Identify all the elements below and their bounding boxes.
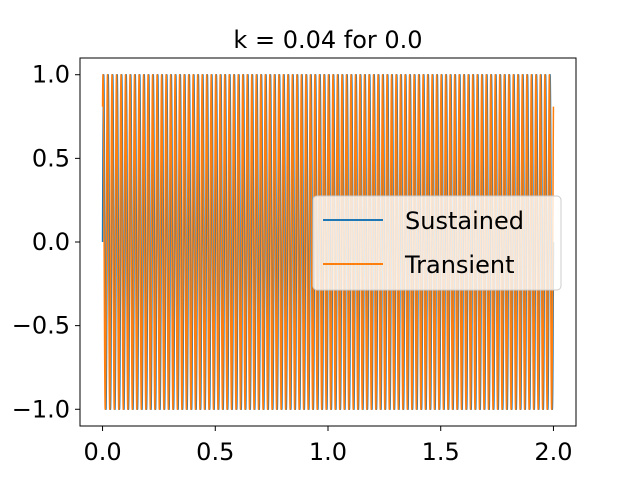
- y-tick-label: −0.5: [12, 312, 70, 340]
- x-tick-label: 0.5: [196, 438, 234, 466]
- x-tick-label: 0.0: [83, 438, 121, 466]
- axes: 0.0 0.5 1.0 1.5 2.0 −1.0 −0.5 0.0 0.5 1.0: [12, 57, 577, 466]
- chart-title: k = 0.04 for 0.0: [233, 26, 422, 54]
- legend: Sustained Transient: [312, 195, 562, 291]
- x-tick-label: 1.5: [422, 438, 460, 466]
- y-tick-label: 0.0: [32, 228, 70, 256]
- x-tick-label: 1.0: [309, 438, 347, 466]
- x-tick-label: 2.0: [534, 438, 572, 466]
- y-tick-label: 1.0: [32, 61, 70, 89]
- y-tick-label: −1.0: [12, 395, 70, 423]
- legend-label-sustained: Sustained: [405, 207, 524, 235]
- legend-label-transient: Transient: [404, 251, 514, 279]
- y-tick-label: 0.5: [32, 144, 70, 172]
